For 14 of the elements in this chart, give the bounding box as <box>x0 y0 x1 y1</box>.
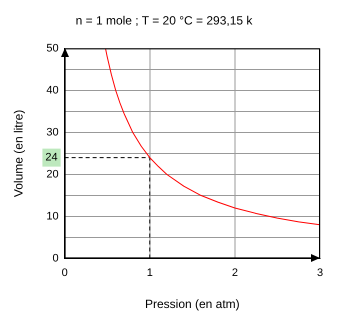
chart-title: n = 1 mole ; T = 20 °C = 293,15 k <box>76 14 254 28</box>
y-axis-title: Volume (en litre) <box>12 110 26 198</box>
x-tick-label: 1 <box>146 267 153 280</box>
y-tick-label: 10 <box>46 210 59 222</box>
x-tick-label: 0 <box>62 267 68 280</box>
y-tick-label: 0 <box>52 252 59 264</box>
x-tick-label: 2 <box>232 267 238 280</box>
y-tick-label: 30 <box>46 126 59 138</box>
y-tick-label: 20 <box>46 168 59 180</box>
x-tick-label: 3 <box>316 267 324 280</box>
y-tick-label: 40 <box>46 84 59 96</box>
x-axis-title: Pression (en atm) <box>144 297 240 312</box>
annotation: 24 <box>45 152 58 164</box>
y-tick-label: 50 <box>46 42 59 54</box>
